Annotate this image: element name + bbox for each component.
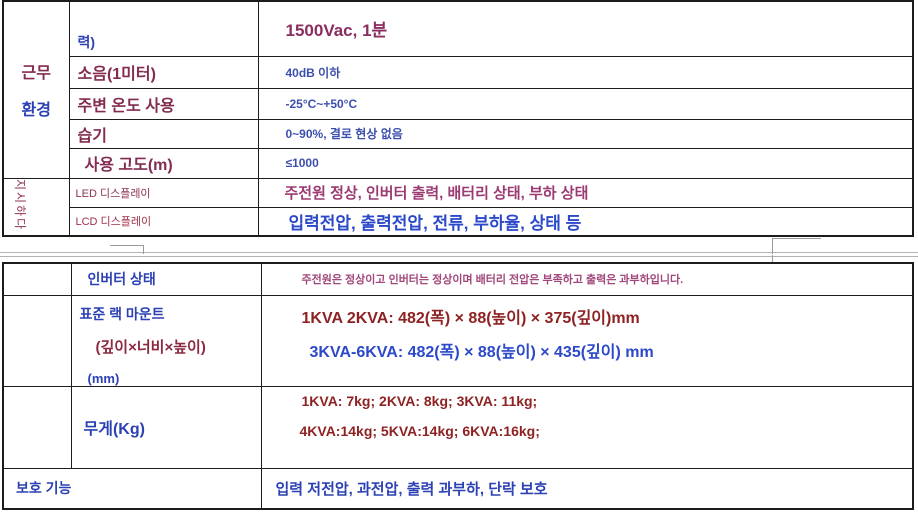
rack-mount-label-cell: 표준 랙 마운트 (깊이×너비×높이) (mm) xyxy=(70,294,262,387)
altitude-label: 사용 고도(m) xyxy=(68,147,259,179)
noise-label: 소음(1미터) xyxy=(68,55,259,89)
weight-label: 무게(Kg) xyxy=(70,385,262,469)
inverter-status-label: 인버터 상태 xyxy=(70,262,262,296)
empty-cell xyxy=(2,385,72,469)
protection-value: 입력 저전압, 과전압, 출력 과부하, 단락 보호 xyxy=(260,467,914,510)
divider-mark-left xyxy=(110,245,144,254)
table-row: 주변 온도 사용 -25°C~+50°C xyxy=(3,87,914,120)
altitude-value: ≤1000 xyxy=(257,147,914,179)
withstand-voltage-label-cell: 력) xyxy=(68,0,259,57)
weight-value-cell: 1KVA: 7kg; 2KVA: 8kg; 3KVA: 11kg; 4KVA:1… xyxy=(260,385,914,469)
rack-mount-value-cell: 1KVA 2KVA: 482(폭) × 88(높이) × 375(깊이)mm 3… xyxy=(260,294,914,387)
rack-mount-label-line3: (mm) xyxy=(87,370,120,386)
table-row: 사용 고도(m) ≤1000 xyxy=(3,147,914,179)
table-row: 소음(1미터) 40dB 이하 xyxy=(3,55,914,89)
rack-mount-label-line1: 표준 랙 마운트 xyxy=(79,305,165,322)
table-row: LCD 디스플레이 입력전압, 출력전압, 전류, 부하율, 상태 등 xyxy=(3,206,914,237)
divider-mark-right xyxy=(772,238,821,254)
divider-mark-right-stem xyxy=(772,255,773,263)
protection-label: 보호 기능 xyxy=(2,467,262,510)
empty-cell xyxy=(2,262,72,296)
rack-mount-value-line2: 3KVA-6KVA: 482(폭) × 88(높이) × 435(깊이) mm xyxy=(309,343,654,361)
humidity-label: 습기 xyxy=(68,118,259,149)
ambient-temperature-value: -25°C~+50°C xyxy=(257,87,914,120)
table-row: 무게(Kg) 1KVA: 7kg; 2KVA: 8kg; 3KVA: 11kg;… xyxy=(2,385,914,469)
humidity-value: 0~90%, 결로 현상 없음 xyxy=(257,118,914,149)
weight-value-line1: 1KVA: 7kg; 2KVA: 8kg; 3KVA: 11kg; xyxy=(301,392,538,409)
noise-value: 40dB 이하 xyxy=(257,55,914,89)
withstand-voltage-partial-label: 력) xyxy=(77,33,96,50)
lcd-display-value: 입력전압, 출력전압, 전류, 부하율, 상태 등 xyxy=(257,206,914,237)
rack-mount-value-line1: 1KVA 2KVA: 482(폭) × 88(높이) × 375(깊이)mm xyxy=(301,309,640,327)
table-row: 보호 기능 입력 저전압, 과전압, 출력 과부하, 단락 보호 xyxy=(2,467,914,510)
table-row: 인버터 상태 주전원은 정상이고 인버터는 정상이며 배터리 전압은 부족하고 … xyxy=(2,262,914,296)
table-row: 습기 0~90%, 결로 현상 없음 xyxy=(3,118,914,149)
led-display-value: 주전원 정상, 인버터 출력, 배터리 상태, 부하 상태 xyxy=(257,177,914,208)
ambient-temperature-label: 주변 온도 사용 xyxy=(68,87,259,120)
spec-table-physical-protection: 인버터 상태 주전원은 정상이고 인버터는 정상이며 배터리 전압은 부족하고 … xyxy=(2,262,914,510)
indicator-group-cell: 지시하다 xyxy=(2,177,70,237)
inverter-status-value: 주전원은 정상이고 인버터는 정상이며 배터리 전압은 부족하고 출력은 과부하… xyxy=(260,262,914,296)
env-group-label-line1: 근무 xyxy=(21,65,51,83)
led-display-label: LED 디스플레이 xyxy=(68,177,259,208)
env-group-cell: 근무 환경 xyxy=(2,0,70,179)
indicator-group-label: 지시하다 xyxy=(13,178,27,231)
lcd-display-label: LCD 디스플레이 xyxy=(68,206,259,237)
withstand-voltage-value: 1500Vac, 1분 xyxy=(257,0,914,57)
page-divider-line xyxy=(0,252,918,257)
rack-mount-label-line2: (깊이×너비×높이) xyxy=(95,338,206,356)
env-group-label-line2: 환경 xyxy=(21,102,51,120)
weight-value-line2: 4KVA:14kg; 5KVA:14kg; 6KVA:16kg; xyxy=(299,422,540,439)
empty-cell xyxy=(2,294,72,387)
table-row: 근무 환경 력) 1500Vac, 1분 xyxy=(2,0,914,179)
spec-table-environment-display: 근무 환경 력) 1500Vac, 1분 소음(1미터) 40dB 이하 주변 … xyxy=(2,0,914,237)
table-row: 표준 랙 마운트 (깊이×너비×높이) (mm) 1KVA 2KVA: 482(… xyxy=(2,294,914,387)
table-row: 지시하다 LED 디스플레이 주전원 정상, 인버터 출력, 배터리 상태, 부… xyxy=(2,177,914,237)
